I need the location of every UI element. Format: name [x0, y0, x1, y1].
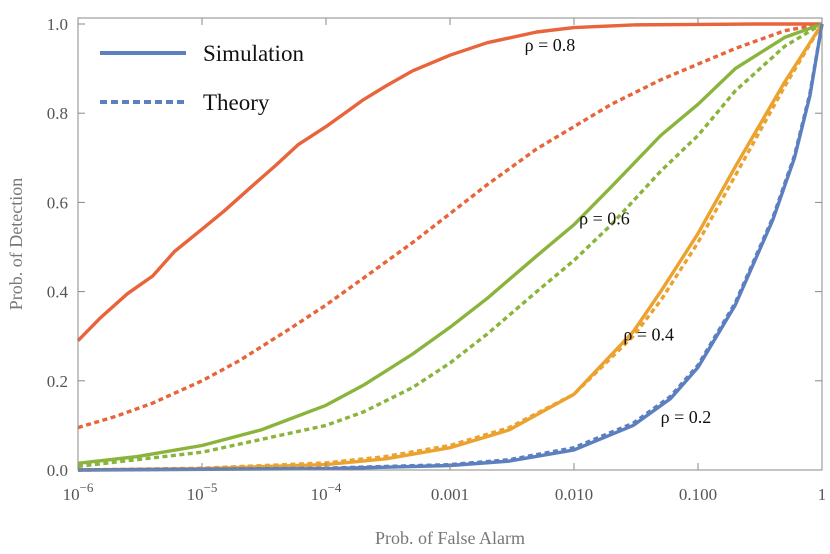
ticks-layer: 10−6 10−5 10−4 0.001 0.010 0.100 1 0.0 0.2 0.4 0.6… [47, 15, 827, 504]
legend-label: Theory [203, 90, 270, 115]
y-tick-label: 0.2 [47, 372, 68, 391]
y-tick-label: 1.0 [47, 15, 68, 34]
y-axis-label: Prob. of Detection [6, 178, 26, 310]
series-line-4-dotted [77, 22, 823, 469]
rho-annotation: ρ = 0.6 [579, 209, 630, 229]
series-line-1-solid [76, 22, 822, 342]
y-tick-label: 0.8 [47, 104, 68, 123]
series-line-8-dotted [77, 23, 824, 472]
annotations: ρ = 0.8 ρ = 0.6 ρ = 0.4 ρ = 0.2 [525, 35, 712, 427]
x-tick-label: 0.001 [431, 485, 469, 504]
legend: Simulation Theory [100, 41, 304, 115]
series-line-2-dotted [77, 22, 823, 430]
x-tick-label: 10−5 [187, 480, 218, 504]
series-line-6-dotted [77, 23, 824, 472]
x-tick-label: 10−6 [63, 480, 94, 504]
series-layer [76, 22, 824, 472]
y-tick-label: 0.6 [47, 193, 68, 212]
x-tick-label: 1 [818, 485, 827, 504]
rho-annotation: ρ = 0.2 [661, 407, 712, 427]
x-tick-label: 0.010 [555, 485, 593, 504]
rho-annotation: ρ = 0.8 [525, 35, 576, 55]
x-axis-label: Prob. of False Alarm [375, 528, 525, 548]
plot-frame [77, 17, 823, 471]
series-line-3-solid [77, 22, 823, 465]
y-tick-label: 0.4 [47, 283, 69, 302]
legend-label: Simulation [203, 41, 304, 66]
x-tick-label: 10−4 [311, 480, 342, 504]
x-tick-label: 0.100 [679, 485, 717, 504]
rho-annotation: ρ = 0.4 [623, 325, 674, 345]
y-tick-label: 0.0 [47, 461, 68, 480]
